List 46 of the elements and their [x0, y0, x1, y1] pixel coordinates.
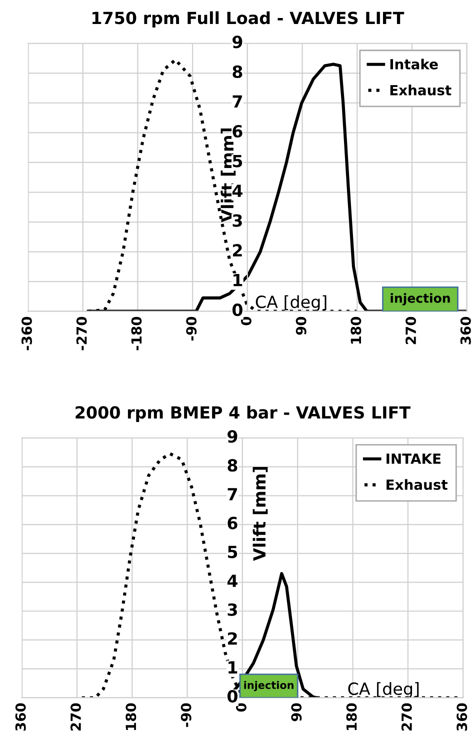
x-tick-label: -360	[21, 316, 32, 350]
y-tick-label: 7	[232, 95, 242, 108]
y-axis-title: Vlift [mm]	[252, 467, 268, 561]
y-tick-label: 4	[232, 184, 242, 197]
y-tick-label: 6	[228, 516, 238, 530]
x-tick-label: 180	[350, 316, 362, 344]
band-label: injection	[390, 293, 450, 306]
y-tick-label: 2	[232, 244, 242, 256]
x-axis-title: CA [deg]	[348, 682, 419, 698]
legend-label: Intake	[390, 58, 438, 70]
legend-label: Exhaust	[386, 479, 448, 490]
x-tick-label: -90	[180, 703, 192, 727]
x-tick-label: 180	[346, 703, 357, 730]
y-tick-label: 4	[227, 574, 238, 587]
legend-label: INTAKE	[386, 454, 440, 464]
y-tick-label: 9	[228, 430, 238, 443]
x-tick-label: -90	[186, 316, 197, 341]
y-tick-label: 7	[228, 488, 237, 500]
legend-label: Exhaust	[390, 84, 452, 96]
chart-title: 2000 rpm BMEP 4 bar - VALVES LIFT	[76, 406, 410, 422]
x-tick-label: 270	[401, 703, 412, 730]
x-tick-label: -180	[131, 316, 142, 350]
x-tick-label: 270	[70, 703, 81, 730]
x-axis-title: CA [deg]	[256, 295, 326, 312]
x-tick-label: 270	[406, 316, 416, 344]
y-tick-label: 3	[228, 603, 237, 616]
x-tick-label: 360	[15, 703, 26, 731]
chart-title: 1750 rpm Full Load - VALVES LIFT	[92, 11, 404, 28]
x-tick-label: 90	[296, 316, 306, 335]
y-tick-label: 0	[232, 304, 242, 316]
y-tick-label: 8	[228, 459, 238, 472]
x-tick-label: -270	[76, 316, 87, 350]
x-tick-label: 180	[126, 703, 136, 730]
y-tick-label: 3	[232, 214, 242, 227]
y-tick-label: 1	[234, 274, 242, 286]
y-tick-label: 5	[228, 546, 238, 558]
y-tick-label: 9	[232, 36, 242, 48]
x-tick-label: 0	[240, 316, 252, 326]
y-tick-label: 1	[228, 661, 238, 674]
x-tick-label: 90	[291, 703, 302, 722]
y-tick-label: 0	[227, 690, 238, 703]
x-tick-label: 360	[456, 703, 468, 731]
band-label: injection	[244, 680, 294, 692]
y-tick-label: 8	[232, 65, 242, 78]
y-tick-label: 2	[228, 632, 237, 645]
x-tick-label: 360	[460, 316, 471, 344]
